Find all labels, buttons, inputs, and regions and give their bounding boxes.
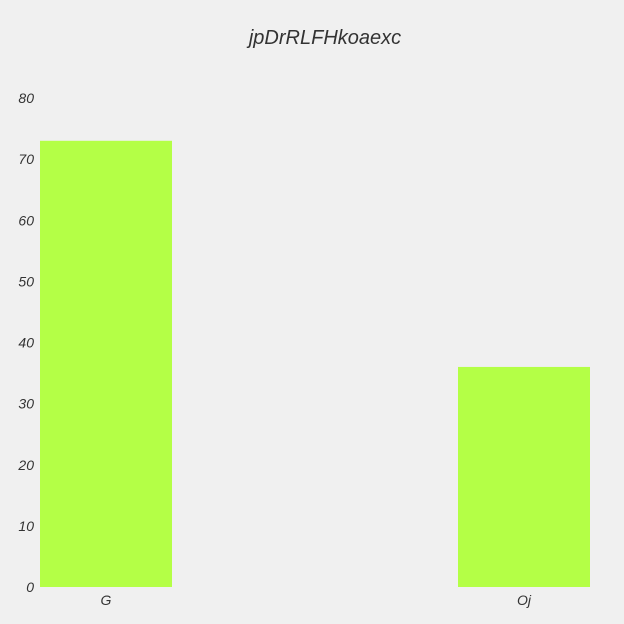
y-axis-ticks: 0 10 20 30 40 50 60 70 80 bbox=[17, 90, 34, 595]
y-tick-label-80: 80 bbox=[18, 90, 34, 106]
x-tick-label-oj: Oj bbox=[517, 592, 532, 608]
y-tick-label-0: 0 bbox=[26, 579, 34, 595]
y-tick-label-50: 50 bbox=[18, 273, 34, 289]
x-axis-ticks: G Oj bbox=[101, 592, 532, 608]
y-tick-label-60: 60 bbox=[18, 212, 34, 228]
y-tick-label-30: 30 bbox=[18, 396, 34, 412]
bar-g bbox=[40, 140, 172, 587]
bars-group bbox=[40, 140, 590, 587]
chart-title: jpDrRLFHkoaexc bbox=[246, 27, 401, 49]
y-tick-label-20: 20 bbox=[17, 457, 34, 473]
y-tick-label-40: 40 bbox=[18, 335, 34, 351]
y-tick-label-10: 10 bbox=[18, 518, 34, 534]
bar-oj bbox=[458, 366, 590, 587]
y-tick-label-70: 70 bbox=[18, 151, 34, 167]
x-tick-label-g: G bbox=[101, 592, 112, 608]
